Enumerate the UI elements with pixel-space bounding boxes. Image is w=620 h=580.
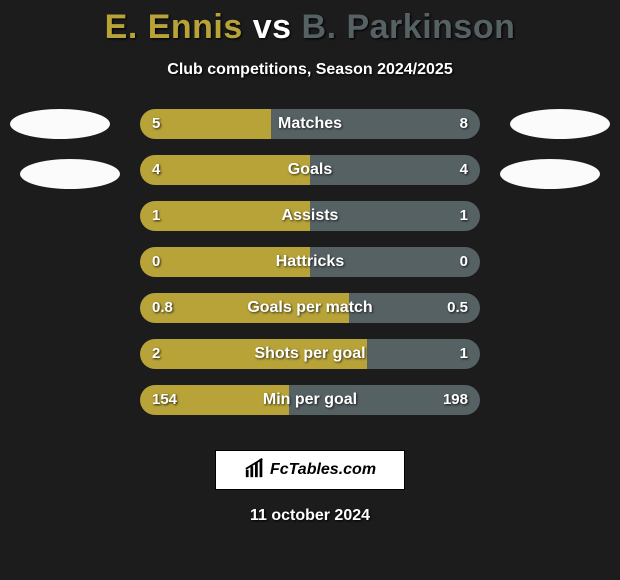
player1-badge-2	[20, 159, 120, 189]
stat-label: Assists	[140, 201, 480, 231]
stat-value-right: 0	[460, 247, 468, 277]
logo-box: FcTables.com	[215, 450, 405, 490]
stat-value-right: 0.5	[447, 293, 468, 323]
subtitle: Club competitions, Season 2024/2025	[0, 61, 620, 79]
vs-text: vs	[253, 8, 292, 46]
stat-value-right: 4	[460, 155, 468, 185]
stat-bars-container: 5Matches84Goals41Assists10Hattricks00.8G…	[140, 109, 480, 431]
stat-label: Goals per match	[140, 293, 480, 323]
stat-label: Min per goal	[140, 385, 480, 415]
stat-label: Matches	[140, 109, 480, 139]
stat-value-right: 1	[460, 201, 468, 231]
stat-bar-row: 0Hattricks0	[140, 247, 480, 277]
stat-bar-row: 2Shots per goal1	[140, 339, 480, 369]
chart-icon	[244, 457, 266, 484]
player1-name: E. Ennis	[105, 8, 243, 46]
stat-bar-row: 154Min per goal198	[140, 385, 480, 415]
chart-area: 5Matches84Goals41Assists10Hattricks00.8G…	[0, 109, 620, 449]
stat-bar-row: 5Matches8	[140, 109, 480, 139]
logo-text: FcTables.com	[270, 461, 376, 479]
player1-badge-1	[10, 109, 110, 139]
stat-label: Goals	[140, 155, 480, 185]
stat-value-right: 198	[443, 385, 468, 415]
stat-bar-row: 1Assists1	[140, 201, 480, 231]
stat-bar-row: 0.8Goals per match0.5	[140, 293, 480, 323]
player2-name: B. Parkinson	[302, 8, 516, 46]
page-title: E. Ennis vs B. Parkinson	[0, 0, 620, 47]
stat-bar-row: 4Goals4	[140, 155, 480, 185]
stat-label: Hattricks	[140, 247, 480, 277]
player2-badge-1	[510, 109, 610, 139]
stat-label: Shots per goal	[140, 339, 480, 369]
stat-value-right: 8	[460, 109, 468, 139]
date-text: 11 october 2024	[0, 507, 620, 525]
stat-value-right: 1	[460, 339, 468, 369]
player2-badge-2	[500, 159, 600, 189]
